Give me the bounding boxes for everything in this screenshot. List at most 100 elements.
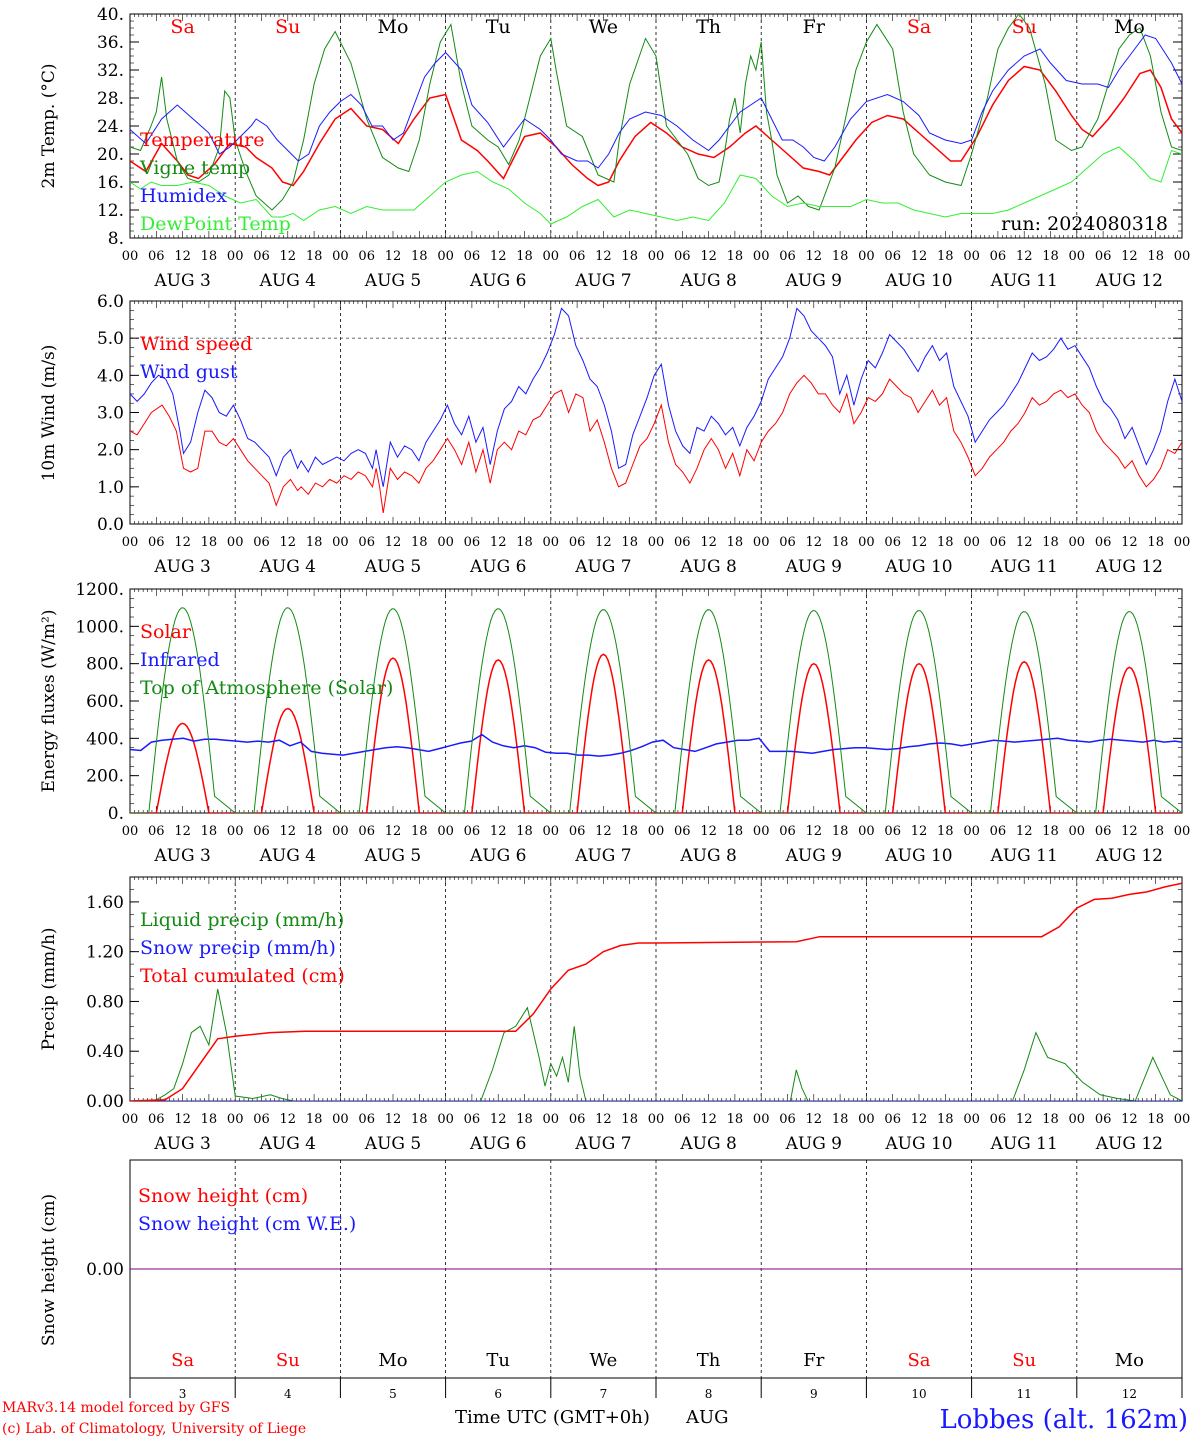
plot-frame [129,300,1183,525]
hour-label: 00 [753,824,770,839]
day-number-label: 11 [1017,1387,1032,1401]
date-label: AUG 4 [259,271,316,291]
day-number-label: 6 [494,1387,502,1401]
hour-label: 06 [884,249,901,264]
hour-label: 12 [385,824,402,839]
y-tick-label: 1.0 [97,478,124,498]
y-tick-label: 0.40 [86,1042,124,1062]
hour-label: 06 [569,1112,586,1127]
date-label: AUG 8 [679,1134,736,1154]
weekday-label: Sa [907,1350,930,1371]
weekday-label: We [590,1350,618,1371]
hour-label: 12 [911,824,928,839]
date-label: AUG 3 [153,846,210,866]
date-label: AUG 9 [785,1134,842,1154]
date-label: AUG 6 [469,846,526,866]
y-tick-label: 400. [86,729,124,749]
hour-label: 00 [753,535,770,550]
hour-label: 00 [648,249,665,264]
day-number-label: 12 [1122,1387,1137,1401]
series-group [130,307,1182,513]
weekday-label: Su [276,1350,300,1371]
date-label: AUG 6 [469,271,526,291]
hour-label: 18 [1042,535,1059,550]
day-number-label: 9 [810,1387,818,1401]
hour-label: 00 [1069,249,1086,264]
y-tick-label: 28. [97,89,124,109]
meteogram-panels: 00 06 12 18 AUG 3 00 06 12 18 AUG 4 00 06 12 18 AUG 5 0… [39,5,1190,1401]
hour-label: 06 [253,824,270,839]
legend-entry: Wind speed [140,333,252,355]
weekday-label: Sa [171,1350,194,1371]
hour-label: 06 [779,1112,796,1127]
hour-label: 12 [1121,249,1138,264]
hour-label: 06 [674,535,691,550]
hour-label: 12 [700,249,717,264]
y-tick-label: 1.60 [86,893,124,913]
hour-label: 12 [1121,535,1138,550]
date-label: AUG 4 [259,1134,316,1154]
hour-label: 18 [201,535,218,550]
hour-label: 06 [358,535,375,550]
hour-label: 00 [227,1112,244,1127]
hour-label: 06 [253,249,270,264]
day-number-label: 4 [284,1387,292,1401]
panel-precip: 00 06 12 18 AUG 3 00 06 12 18 AUG 4 00 06 12 18 AUG 5 0… [39,876,1190,1154]
date-label: AUG 7 [574,846,631,866]
legend-entry: Humidex [140,185,227,207]
panel-energy: 00 06 12 18 AUG 3 00 06 12 18 AUG 4 00 06 12 18 AUG 5 0… [39,580,1190,866]
weekday-label: Sa [907,16,931,38]
day-number-label: 10 [911,1387,926,1401]
hour-label: 06 [148,249,165,264]
hour-label: 00 [648,535,665,550]
date-label: AUG 10 [884,557,952,577]
date-label: AUG 7 [574,271,631,291]
hour-label: 18 [411,1112,428,1127]
legend-entry: Top of Atmosphere (Solar) [140,677,393,699]
series-line-solar [130,653,1182,813]
y-tick-label: 0.80 [86,992,124,1012]
hour-label: 00 [1069,535,1086,550]
hour-label: 06 [990,824,1007,839]
y-tick-label: 32. [97,61,124,81]
hour-label: 12 [806,1112,823,1127]
y-tick-label: 0.00 [86,1092,124,1112]
date-label: AUG 12 [1095,1134,1163,1154]
hour-label: 06 [1095,535,1112,550]
hour-label: 00 [437,824,454,839]
hour-label: 18 [832,1112,849,1127]
hour-label: 12 [1121,824,1138,839]
hour-label: 12 [174,1112,191,1127]
hour-label: 18 [306,824,323,839]
date-label: AUG 5 [364,271,421,291]
hour-label: 06 [358,249,375,264]
hour-label: 06 [464,249,481,264]
hour-label: 00 [963,249,980,264]
hour-label: 06 [990,1112,1007,1127]
hour-label: 18 [832,535,849,550]
legend-entry: Temperature [140,129,264,151]
footer: MARv3.14 model forced by GFS (c) Lab. of… [2,1400,1188,1437]
hour-label: 18 [201,1112,218,1127]
series-line-wind-gust [130,307,1182,487]
series-line-infrared [130,733,1182,757]
hour-label: 00 [332,249,349,264]
hour-label: 00 [648,824,665,839]
hour-label: 00 [122,535,139,550]
hour-label: 00 [332,535,349,550]
hour-label: 00 [332,824,349,839]
hour-label: 18 [201,249,218,264]
hour-label: 06 [569,249,586,264]
date-label: AUG 4 [259,557,316,577]
hour-label: 06 [1095,1112,1112,1127]
date-label: AUG 5 [364,846,421,866]
weekday-label: Mo [378,16,409,38]
y-tick-label: 3.0 [97,404,124,424]
hour-label: 06 [464,535,481,550]
hour-label: 06 [148,824,165,839]
weekday-label: Sa [170,16,194,38]
hour-label: 00 [227,249,244,264]
weekday-label: Tu [486,16,511,38]
hour-label: 06 [779,824,796,839]
series-group [130,882,1182,1101]
